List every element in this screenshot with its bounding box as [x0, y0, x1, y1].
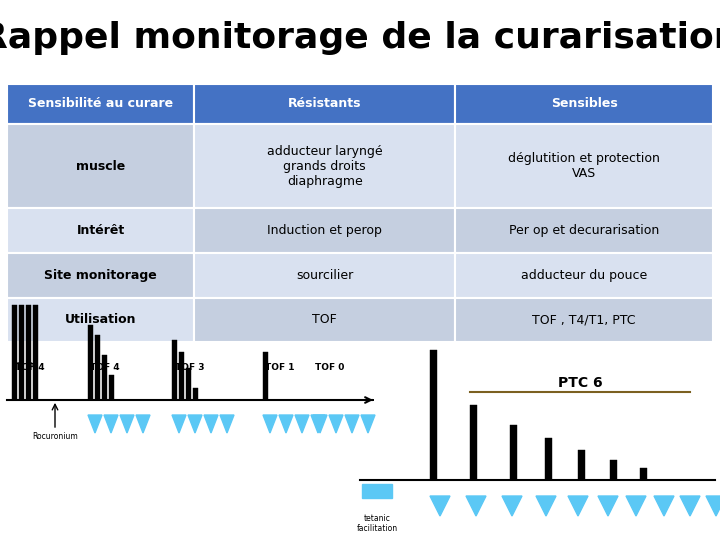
Text: T1: T1	[13, 362, 22, 368]
Text: tetanic
facilitation: tetanic facilitation	[356, 514, 397, 534]
Text: TOF , T4/T1, PTC: TOF , T4/T1, PTC	[532, 313, 636, 327]
Bar	[455, 298, 713, 342]
Bar	[88, 325, 93, 400]
Bar	[186, 368, 191, 400]
Bar	[7, 298, 194, 342]
Polygon shape	[466, 496, 486, 516]
Bar	[172, 340, 177, 400]
Bar	[640, 468, 647, 480]
Bar	[95, 335, 100, 400]
Polygon shape	[313, 415, 327, 433]
Bar	[193, 388, 198, 400]
Text: Per op et decurarisation: Per op et decurarisation	[509, 224, 659, 237]
Text: PTC 6: PTC 6	[558, 376, 603, 390]
Bar	[455, 208, 713, 253]
Bar	[194, 253, 455, 298]
Bar	[7, 208, 194, 253]
Text: TOF 4: TOF 4	[15, 363, 45, 372]
Bar	[578, 450, 585, 480]
Bar	[194, 84, 455, 124]
Text: Site monitorage: Site monitorage	[45, 268, 157, 282]
Text: TOF 3: TOF 3	[175, 363, 204, 372]
Polygon shape	[568, 496, 588, 516]
Text: TOF 0: TOF 0	[315, 363, 344, 372]
Polygon shape	[204, 415, 218, 433]
Polygon shape	[104, 415, 118, 433]
Bar	[102, 355, 107, 400]
Text: T4: T4	[27, 362, 35, 368]
Bar	[455, 124, 713, 208]
Bar	[194, 208, 455, 253]
Text: adducteur du pouce: adducteur du pouce	[521, 268, 647, 282]
Polygon shape	[654, 496, 674, 516]
Bar	[19, 305, 24, 400]
Text: Rocuronium: Rocuronium	[32, 432, 78, 441]
Polygon shape	[345, 415, 359, 433]
Text: Intérêt: Intérêt	[76, 224, 125, 237]
Bar	[455, 84, 713, 124]
Bar	[12, 305, 17, 400]
Bar	[26, 305, 31, 400]
Text: Sensibles: Sensibles	[551, 97, 618, 111]
Bar	[362, 484, 392, 498]
Bar	[194, 124, 455, 208]
Polygon shape	[279, 415, 293, 433]
Polygon shape	[120, 415, 134, 433]
Bar	[7, 124, 194, 208]
Bar	[510, 425, 517, 480]
Polygon shape	[295, 415, 309, 433]
Polygon shape	[598, 496, 618, 516]
Polygon shape	[188, 415, 202, 433]
Polygon shape	[311, 415, 325, 433]
Polygon shape	[626, 496, 646, 516]
Polygon shape	[536, 496, 556, 516]
Polygon shape	[263, 415, 277, 433]
Polygon shape	[329, 415, 343, 433]
Bar	[455, 253, 713, 298]
Text: TOF: TOF	[312, 313, 337, 327]
Text: Utilisation: Utilisation	[65, 313, 137, 327]
Polygon shape	[502, 496, 522, 516]
Bar	[33, 305, 38, 400]
Text: muscle: muscle	[76, 159, 125, 173]
Polygon shape	[361, 415, 375, 433]
Text: déglutition et protection
VAS: déglutition et protection VAS	[508, 152, 660, 180]
Text: TOF 4: TOF 4	[90, 363, 120, 372]
Bar	[610, 460, 617, 480]
Bar	[545, 438, 552, 480]
Text: adducteur laryngé
grands droits
diaphragme: adducteur laryngé grands droits diaphrag…	[267, 145, 382, 187]
Text: TOF 1: TOF 1	[265, 363, 294, 372]
Text: sourcilier: sourcilier	[296, 268, 354, 282]
Bar	[470, 405, 477, 480]
Text: Induction et perop: Induction et perop	[267, 224, 382, 237]
Bar	[7, 84, 194, 124]
Text: Rappel monitorage de la curarisation: Rappel monitorage de la curarisation	[0, 21, 720, 55]
Bar	[430, 350, 437, 480]
Polygon shape	[136, 415, 150, 433]
Bar	[179, 352, 184, 400]
Polygon shape	[430, 496, 450, 516]
Polygon shape	[88, 415, 102, 433]
Polygon shape	[680, 496, 700, 516]
Polygon shape	[706, 496, 720, 516]
Polygon shape	[172, 415, 186, 433]
Text: Résistants: Résistants	[288, 97, 361, 111]
Bar	[194, 298, 455, 342]
Text: Sensibilité au curare: Sensibilité au curare	[28, 97, 174, 111]
Polygon shape	[220, 415, 234, 433]
Bar	[263, 352, 268, 400]
Bar	[109, 375, 114, 400]
Bar	[7, 253, 194, 298]
